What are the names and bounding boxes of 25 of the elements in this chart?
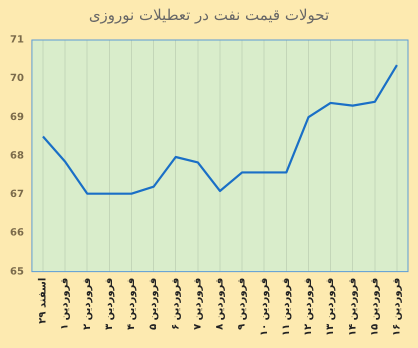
y-tick-label: 66 [10, 228, 24, 239]
y-tick-label: 70 [10, 73, 24, 84]
x-tick-label: ۱۲ فروردین [303, 278, 314, 336]
chart-title: تحولات قیمت نفت در تعطیلات نوروزی [88, 5, 330, 26]
y-tick-label: 67 [10, 189, 24, 200]
x-tick-label: ۶ فروردین [170, 278, 182, 330]
y-tick-label: 68 [10, 150, 24, 162]
x-tick-label: ۱ فروردین [60, 278, 71, 330]
x-tick-label: ۲ فروردین [82, 278, 93, 330]
x-tick-label: ۷ فروردین [192, 278, 204, 330]
x-tick-label: ۱۴ فروردین [347, 278, 358, 336]
x-tick-label: ۸ فروردین [214, 278, 226, 330]
x-tick-label: ۲۹ اسفند [38, 278, 49, 324]
y-tick-label: 65 [10, 266, 24, 278]
y-tick-label: 69 [10, 112, 24, 123]
x-tick-label: ۱۱ فروردین [280, 278, 292, 336]
x-tick-label: ۱۵ فروردین [369, 278, 380, 336]
x-tick-label: ۱۶ فروردین [392, 278, 403, 336]
y-tick-label: 71 [10, 34, 24, 46]
x-tick-label: ۱۳ فروردین [325, 278, 336, 336]
x-tick-label: ۴ فروردین [126, 278, 138, 330]
x-tick-label: ۹ فروردین [236, 278, 248, 330]
x-tick-label: ۱۰ فروردین [258, 278, 270, 336]
x-tick-label: ۵ فروردین [148, 278, 160, 330]
x-tick-label: ۳ فروردین [104, 278, 115, 330]
